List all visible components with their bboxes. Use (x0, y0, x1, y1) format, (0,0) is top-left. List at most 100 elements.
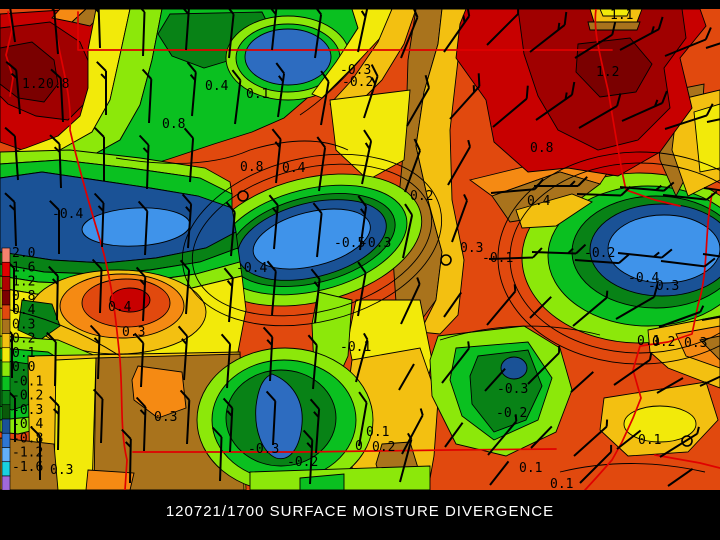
wind-barb (49, 134, 62, 189)
wind-barb (615, 284, 659, 320)
wind-barb (398, 363, 415, 391)
wind-barb (404, 138, 421, 193)
wind-barb (702, 253, 720, 258)
wind-barb (49, 395, 60, 451)
wind-barb (179, 259, 191, 315)
wind-barb (484, 368, 506, 392)
wind-barb (664, 27, 712, 57)
wind-barb (487, 414, 518, 456)
wind-barb (179, 389, 191, 445)
wind-barb (574, 21, 617, 59)
wind-barb (177, 325, 189, 381)
wind-barb (50, 68, 64, 123)
wind-barb (4, 192, 17, 247)
contour-label: 0.1 (550, 477, 573, 492)
wind-barb (275, 62, 286, 118)
wind-barb (578, 93, 622, 129)
wind-barb (312, 202, 323, 258)
wind-barb (94, 127, 105, 181)
wind-barb (530, 425, 553, 449)
wind-barb (527, 345, 561, 385)
top-border-strip (0, 0, 720, 9)
wind-barb (316, 136, 327, 192)
wind-barb (92, 388, 104, 444)
contour-label: 0.3 (154, 410, 177, 425)
wind-barb (619, 16, 664, 51)
state-border-south (132, 448, 557, 453)
wind-barb (265, 390, 277, 446)
contour-label: 0.2 (652, 335, 675, 350)
wind-barb (656, 377, 684, 394)
wind-barb (406, 75, 430, 127)
wind-barb (358, 391, 368, 447)
station-circle (681, 435, 693, 447)
wind-barb (701, 315, 720, 321)
map-title: 120721/1700 SURFACE MOISTURE DIVERGENCE (165, 503, 555, 520)
contour-label: 1.2 (22, 77, 45, 92)
wind-barb (531, 243, 587, 255)
contour-label: 0.1 (519, 461, 542, 476)
wind-barb (400, 277, 421, 325)
wind-barb (573, 419, 609, 457)
contour-label: 0.1 (246, 87, 269, 102)
contour-label: 0.3 (50, 463, 73, 478)
river-east (594, 8, 681, 207)
wind-barb (222, 397, 234, 453)
colorbar-label: 2.0 (12, 246, 35, 261)
contour-label: -0.2 (342, 75, 373, 90)
wind-barb (535, 81, 576, 121)
wind-barb (492, 85, 529, 128)
colorbar-scale: 2.01.61.20.80.40.30.20.10.0-0.1-0.2-0.3-… (1, 246, 43, 491)
wind-barb (705, 42, 720, 49)
wind-barb (307, 334, 318, 390)
colorbar-label: -0.2 (12, 389, 43, 404)
colorbar-label: 0.8 (12, 289, 35, 304)
right-lake (607, 214, 720, 284)
contour-label: 0.8 (46, 77, 69, 92)
colorbar-label: 1.6 (12, 260, 35, 275)
wind-barb (48, 265, 59, 321)
title-bar: 120721/1700 SURFACE MOISTURE DIVERGENCE (0, 490, 720, 540)
station-circle (440, 254, 452, 266)
wind-barb (660, 257, 716, 268)
state-border-west (5, 11, 14, 97)
colorbar-segment (1, 475, 11, 491)
wind-barb (441, 341, 471, 384)
wind-barb (486, 284, 517, 326)
wind-barb (135, 396, 147, 452)
contour-label: 0.8 (162, 117, 185, 132)
contour-label: 0.3 (122, 325, 145, 340)
wind-barb (4, 126, 19, 181)
wind-barb (617, 248, 673, 259)
wind-barb (613, 352, 653, 386)
station-circle (237, 190, 249, 202)
wind-barb (447, 139, 471, 186)
contour-label: 0.3 (684, 336, 707, 351)
colorbar-label: 0.2 (12, 332, 35, 347)
colorbar-segment (1, 418, 11, 434)
wind-barb (271, 128, 282, 184)
wind-barb (444, 422, 464, 448)
wind-barb (30, 426, 41, 480)
wind-barb (302, 429, 314, 485)
wind-barb (534, 176, 588, 187)
central-lake (252, 208, 371, 270)
wind-barb (579, 444, 613, 484)
wind-barb (658, 305, 705, 328)
wind-barb (357, 261, 367, 317)
wind-barb (706, 118, 720, 123)
wind-barb (449, 73, 481, 120)
bottom-center-lake (255, 373, 303, 460)
wind-barb (46, 331, 57, 387)
state-border-southeast (654, 454, 720, 469)
colorbar-segment (1, 247, 11, 263)
colorbar-segment (1, 347, 11, 363)
colorbar-label: -0.3 (12, 403, 43, 418)
wind-barb (133, 332, 145, 388)
wind-barb (399, 432, 413, 483)
wind-barb (361, 129, 373, 185)
wind-barb (225, 201, 236, 257)
contour-label: -0.3 (648, 279, 679, 294)
wind-barb (363, 64, 379, 119)
